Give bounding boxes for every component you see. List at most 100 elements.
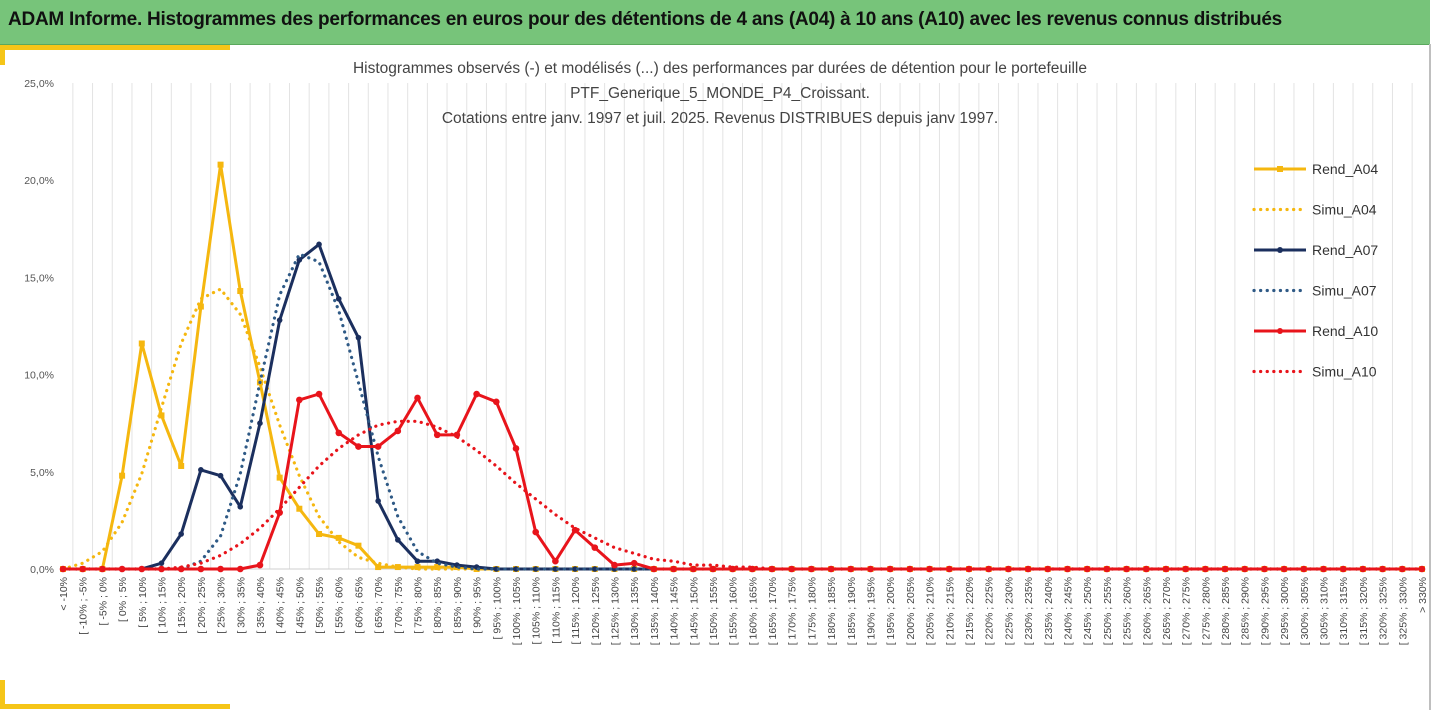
data-point [572, 566, 578, 572]
data-point [847, 565, 855, 573]
x-tick-label: [ 140% ; 145% [669, 577, 681, 645]
x-tick-label: [ 35% ; 40% [255, 577, 267, 634]
x-tick-label: [ 175% ; 180% [806, 577, 818, 645]
x-tick-label: [ 200% ; 205% [905, 577, 917, 645]
data-point [414, 558, 421, 565]
x-tick-label: [ 60% ; 65% [353, 577, 365, 634]
x-tick-label: [ 110% ; 115% [550, 577, 562, 644]
legend-label: Rend_A10 [1312, 323, 1378, 339]
x-tick-label: [ 70% ; 75% [393, 577, 405, 634]
x-tick-label: [ 220% ; 225% [984, 577, 996, 645]
data-point [158, 560, 165, 566]
x-tick-label: [ 135% ; 140% [649, 577, 661, 645]
data-point [119, 472, 126, 479]
data-point [395, 537, 401, 543]
data-point [630, 559, 638, 567]
data-point [198, 467, 204, 473]
data-point [473, 390, 480, 398]
x-tick-label: [ 265% ; 270% [1161, 577, 1173, 645]
x-tick-label: [ 185% ; 190% [846, 577, 858, 645]
chart-title: Histogrammes observés (-) et modélisés (… [353, 60, 1087, 127]
data-point [138, 340, 145, 347]
x-tick-label: [ 170% ; 175% [787, 577, 799, 645]
data-point [217, 161, 224, 168]
x-tick-label: [ 235% ; 240% [1043, 577, 1055, 645]
series-Rend_A10 [59, 390, 1426, 573]
data-point [827, 565, 835, 573]
legend-marker [1277, 328, 1283, 334]
frame-border-right [1429, 44, 1431, 710]
data-point [414, 564, 421, 571]
x-tick-label: [ 320% ; 325% [1378, 577, 1390, 645]
x-tick-label: [ 240% ; 245% [1062, 577, 1074, 645]
data-point [237, 288, 244, 295]
x-tick-label: [ 230% ; 235% [1023, 577, 1035, 645]
series-line [61, 419, 1424, 571]
x-tick-label: [ 40% ; 45% [275, 577, 287, 634]
x-tick-label: [ 65% ; 70% [373, 577, 385, 634]
data-point [237, 503, 244, 510]
x-tick-label: [ 0% ; 5% [117, 577, 129, 622]
x-tick-label: [ 20% ; 25% [196, 577, 208, 634]
chart-axes: 0,0% 5,0% 10,0% 15,0% 20,0% 25,0% < -10% [ -10%… [24, 78, 1428, 645]
data-point [316, 241, 322, 248]
data-point [650, 565, 658, 573]
legend-label: Simu_A04 [1312, 202, 1377, 218]
data-point [867, 565, 874, 573]
histogram-chart: 0,0% 5,0% 10,0% 15,0% 20,0% 25,0% < -10% [ -10%… [24, 60, 1428, 645]
x-tick-label: [ 5% ; 10% [137, 577, 149, 628]
x-tick-label: [ 75% ; 80% [413, 577, 425, 634]
x-tick-label: [ 300% ; 305% [1299, 577, 1311, 645]
data-point [276, 474, 283, 481]
header-banner: ADAM Informe. Histogrammes des performan… [0, 0, 1430, 45]
legend-item-Simu_A10: Simu_A10 [1252, 364, 1377, 380]
data-point [886, 565, 894, 573]
data-point [709, 565, 717, 573]
x-tick-label: [ -10% ; -5% [78, 577, 90, 635]
legend-item-Rend_A04: Rend_A04 [1254, 161, 1378, 177]
data-point [591, 544, 599, 551]
y-tick-label: 15,0% [24, 272, 54, 284]
data-point [197, 303, 204, 310]
x-tick-label: [ 10% ; 15% [156, 577, 168, 634]
x-tick-label: [ 295% ; 300% [1279, 577, 1291, 645]
x-tick-label: [ 290% ; 295% [1259, 577, 1271, 645]
data-point [788, 565, 796, 573]
x-tick-label: [ 85% ; 90% [452, 577, 464, 634]
y-tick-label: 25,0% [24, 78, 54, 90]
data-point [670, 565, 677, 573]
accent-bar-bottom [0, 704, 230, 709]
x-tick-label: [ 270% ; 275% [1181, 577, 1193, 645]
chart-title-line: PTF_Generique_5_MONDE_P4_Croissant. [570, 85, 870, 102]
data-point [355, 443, 362, 450]
x-tick-label: [ 215% ; 220% [964, 577, 976, 645]
chart-legend: Rend_A04 Simu_A04 Rend_A07 Simu_A07 Rend_A10… [1252, 161, 1378, 380]
x-tick-label: [ 120% ; 125% [590, 577, 602, 645]
legend-item-Rend_A10: Rend_A10 [1254, 323, 1378, 339]
x-tick-label: [ 225% ; 230% [1003, 577, 1015, 645]
x-tick-label: [ 210% ; 215% [944, 577, 956, 645]
data-point [611, 561, 618, 569]
y-tick-label: 0,0% [30, 564, 54, 576]
x-tick-label: > 330% [1417, 577, 1428, 613]
x-tick-label: [ 245% ; 250% [1082, 577, 1094, 645]
x-tick-label: [ 155% ; 160% [728, 577, 740, 645]
legend-marker [1277, 166, 1283, 172]
x-tick-label: [ 50% ; 55% [314, 577, 326, 634]
x-tick-label: < -10% [58, 577, 70, 611]
data-point [296, 396, 303, 404]
x-tick-label: [ 260% ; 265% [1141, 577, 1153, 645]
page-title: ADAM Informe. Histogrammes des performan… [8, 9, 1282, 30]
x-tick-label: [ 145% ; 150% [688, 577, 700, 645]
data-point [926, 565, 933, 573]
data-point [217, 565, 224, 573]
data-point [158, 412, 165, 419]
data-point [689, 565, 697, 573]
x-tick-label: [ 150% ; 155% [708, 577, 720, 645]
chart-grid [72, 83, 1413, 569]
data-point [375, 564, 382, 571]
x-tick-label: [ 95% ; 100% [491, 577, 503, 639]
legend-item-Simu_A04: Simu_A04 [1252, 202, 1377, 218]
data-point [768, 565, 776, 573]
data-point [296, 505, 303, 512]
